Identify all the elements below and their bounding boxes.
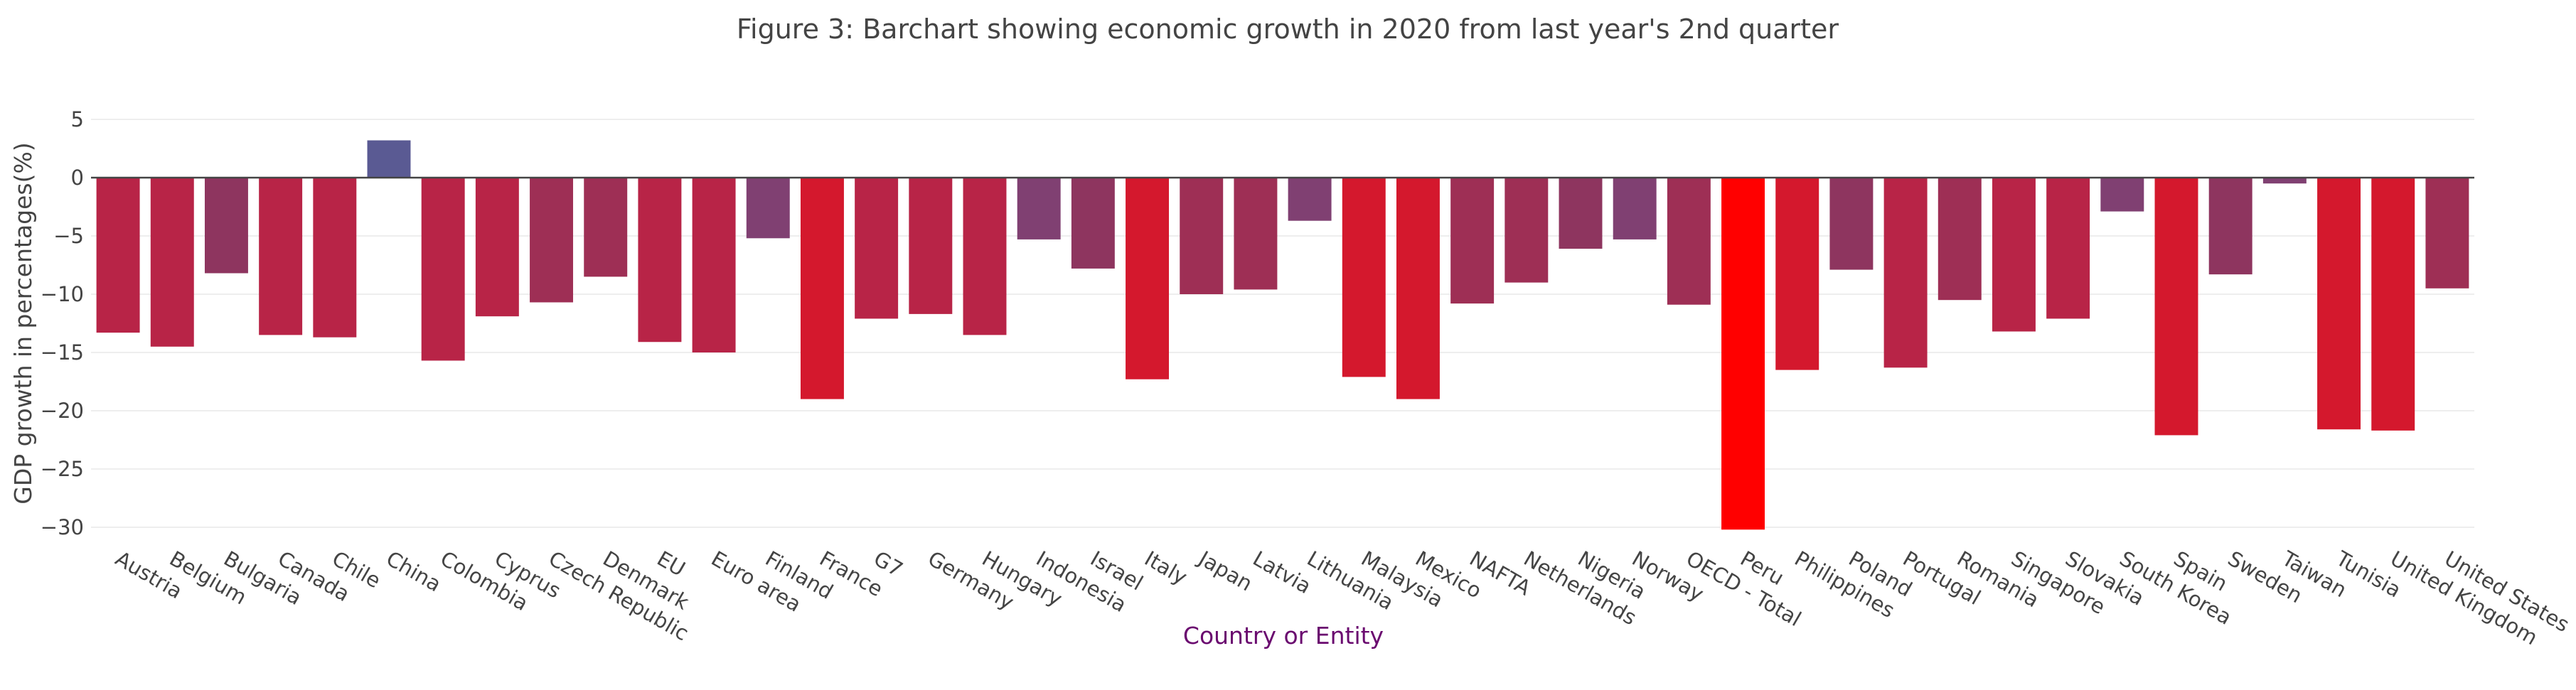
x-tick-label: Japan [1193,546,1256,596]
bar [204,178,248,274]
bar [1126,178,1170,379]
bar [1775,178,1819,370]
y-tick-label: −20 [41,399,84,423]
bar [1613,178,1657,239]
bar [2371,178,2415,431]
y-tick-label: −15 [41,340,84,365]
y-tick-label: −10 [41,282,84,306]
bar [1938,178,1982,301]
bar [259,178,303,335]
bar [1505,178,1549,283]
bar [367,140,411,178]
y-tick-label: −25 [41,457,84,481]
bar [1450,178,1495,304]
bar [313,178,357,338]
x-axis-label: Country or Entity [1183,622,1384,649]
bar [746,178,790,239]
y-tick-label: −5 [53,224,84,248]
bar [530,178,574,303]
bar [2262,178,2307,184]
bar [584,178,628,277]
bar [1559,178,1603,249]
y-tick-label: −30 [41,515,84,539]
y-axis-label: GDP growth in percentages(%) [9,142,37,504]
bar [1883,178,1928,368]
x-tick-label: Latvia [1249,546,1315,599]
x-tick-label: China [383,546,446,597]
bar [909,178,953,314]
y-tick-label: 0 [71,166,84,190]
bar [1342,178,1386,377]
bar [1017,178,1061,239]
chart-title: Figure 3: Barchart showing economic grow… [737,14,1839,45]
bar [1180,178,1224,294]
bar [1071,178,1115,269]
bar [2154,178,2198,436]
bar [1829,178,1874,270]
bar [2100,178,2144,212]
bar [1667,178,1711,305]
bar [1234,178,1278,290]
bar [800,178,844,399]
bar [1396,178,1440,399]
bar [692,178,736,352]
bar [1721,178,1765,530]
bar [421,178,465,361]
y-axis-ticks: 5 0 −5 −10 −15 −20 −25 −30 [41,107,84,539]
bar [96,178,140,333]
bar [963,178,1007,335]
x-tick-label: Italy [1140,546,1191,590]
bars [96,140,2469,530]
bar [2425,178,2469,289]
bar [475,178,519,317]
bar [1992,178,2036,332]
bar [2046,178,2090,319]
bar [150,178,194,347]
bar [2208,178,2252,275]
bar [2317,178,2361,430]
bar [638,178,682,343]
bar [855,178,899,319]
bar [1288,178,1332,221]
y-tick-label: 5 [71,107,84,131]
